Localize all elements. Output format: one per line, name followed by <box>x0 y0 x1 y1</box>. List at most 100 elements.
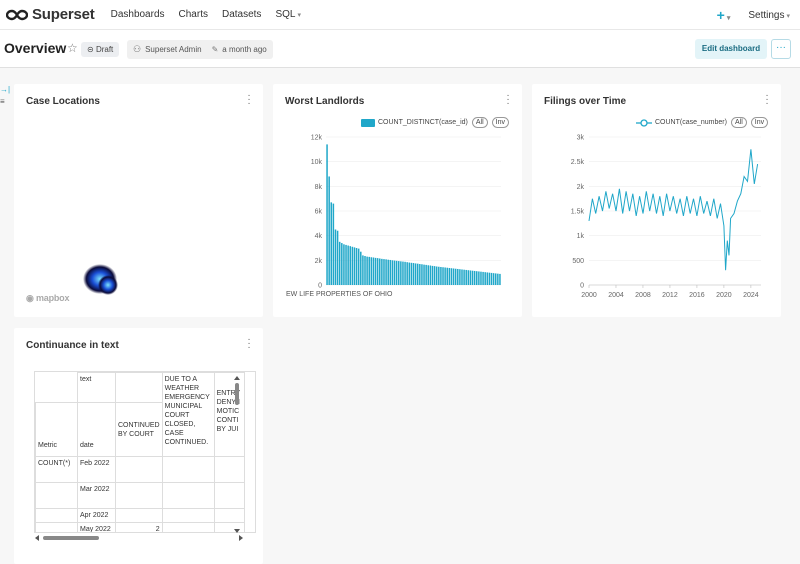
table-header-cell <box>115 372 163 403</box>
series-line <box>588 149 759 271</box>
map-heat-blob[interactable] <box>80 261 122 299</box>
x-tick-label: 2012 <box>662 292 678 299</box>
settings-menu[interactable]: Settings ▾ <box>748 10 790 21</box>
kebab-menu-icon[interactable]: · · · <box>247 334 251 353</box>
bar <box>454 268 457 285</box>
chevron-down-icon: ▾ <box>726 15 731 22</box>
bar <box>343 244 345 285</box>
y-tick-label: 1.5k <box>571 209 585 216</box>
edit-dashboard-button[interactable]: Edit dashboard <box>695 39 767 59</box>
bar <box>326 144 328 285</box>
draft-icon: ⊝ <box>87 45 96 54</box>
bar <box>442 267 444 285</box>
bar <box>494 273 497 285</box>
bar <box>480 271 482 285</box>
bar <box>475 271 478 285</box>
kebab-menu-icon[interactable]: · · · <box>247 90 251 109</box>
bar <box>423 264 425 285</box>
bar <box>334 229 337 285</box>
y-tick-label: 500 <box>572 258 584 265</box>
nav-sql[interactable]: SQL ▾ <box>275 9 301 20</box>
bar <box>471 270 474 285</box>
nav-dashboards[interactable]: Dashboards <box>110 9 165 20</box>
y-tick-label: 4k <box>315 233 323 240</box>
bar <box>328 176 330 285</box>
top-navbar: Superset Dashboards Charts Datasets SQL ▾… <box>0 0 800 30</box>
kebab-menu-icon[interactable]: · · · <box>506 90 510 109</box>
table-row: COUNT(*) Feb 2022 <box>35 456 245 483</box>
legend-all-button[interactable]: All <box>730 117 747 128</box>
table-cell <box>35 482 78 509</box>
chart-legend[interactable]: COUNT_DISTINCT(case_id) All Inv <box>361 117 509 128</box>
bar <box>408 262 411 285</box>
legend-inv-button[interactable]: Inv <box>491 117 509 128</box>
bar <box>429 265 432 285</box>
table-header-cell: text <box>77 372 116 403</box>
table-cell: Feb 2022 <box>77 456 116 483</box>
draft-label: Draft <box>95 45 114 54</box>
table-header-cell: DUE TO A WEATHER EMERGENCY MUNICIPAL COU… <box>161 372 215 457</box>
nav-datasets[interactable]: Datasets <box>221 9 262 20</box>
y-tick-label: 0 <box>318 283 322 290</box>
nav-charts[interactable]: Charts <box>178 9 208 20</box>
chart-legend[interactable]: COUNT(case_number) All Inv <box>636 117 769 128</box>
bar <box>490 272 493 285</box>
settings-label: Settings <box>748 9 785 21</box>
more-options-button[interactable]: ··· <box>771 39 791 59</box>
kebab-menu-icon[interactable]: · · · <box>765 90 769 109</box>
y-tick-label: 2k <box>315 258 323 265</box>
bar <box>389 259 392 285</box>
bar <box>492 273 495 285</box>
table-row: Mar 2022 <box>35 482 245 509</box>
draft-badge[interactable]: ⊝ Draft <box>81 42 120 57</box>
bar <box>349 246 352 285</box>
bar <box>461 269 463 285</box>
table-row: Apr 2022 <box>35 508 245 523</box>
chevron-down-icon: ▾ <box>297 12 301 19</box>
table-cell <box>115 456 163 483</box>
bar <box>406 262 408 285</box>
modified-time: a month ago <box>222 45 267 54</box>
filter-icon[interactable]: ≡ <box>0 97 5 106</box>
horizontal-scrollbar[interactable] <box>34 534 244 542</box>
table-cell <box>115 508 163 523</box>
bar <box>336 230 339 285</box>
bar <box>366 256 368 285</box>
bar <box>459 269 461 285</box>
y-tick-label: 8k <box>315 184 323 191</box>
bar <box>351 246 354 285</box>
bar-chart: 12k 10k 8k 6k 4k 2k 0EW LIFE PROPERTIES OF OHI… <box>286 135 501 298</box>
vertical-scrollbar[interactable] <box>233 375 241 537</box>
bar <box>497 273 499 285</box>
bar <box>338 241 341 285</box>
scroll-left-arrow-icon <box>35 535 39 541</box>
scroll-right-arrow-icon <box>239 535 243 541</box>
card-title: Case Locations <box>26 96 100 107</box>
pencil-icon: ✎ <box>211 45 219 54</box>
brand-logo[interactable]: Superset <box>6 6 95 23</box>
user-icon: ⚇ <box>133 44 142 54</box>
mapbox-logo[interactable]: ◉ mapbox <box>26 293 69 304</box>
favorite-star-icon[interactable]: ☆ <box>67 41 78 55</box>
chevron-down-icon: ▾ <box>786 12 790 20</box>
bar <box>376 258 379 285</box>
x-tick-label: 2004 <box>608 292 624 299</box>
legend-inv-button[interactable]: Inv <box>750 117 769 128</box>
bar <box>444 267 446 285</box>
table-row: May 2022 2 <box>35 522 245 532</box>
line-chart: 3k 2.5k 2k 1.5k 1k 500 0 2000 2004 2008 2012 2016 20… <box>571 135 761 299</box>
dashboard-title[interactable]: Overview <box>4 40 67 56</box>
bar <box>469 270 472 285</box>
expand-panel-icon[interactable]: →| <box>0 85 11 94</box>
pivot-table[interactable]: text DUE TO A WEATHER EMERGENCY MUNICIPA… <box>34 371 256 533</box>
bar <box>355 248 358 285</box>
bar <box>463 269 465 285</box>
bar <box>385 259 387 285</box>
table-cell <box>35 522 78 532</box>
table-cell <box>161 456 215 483</box>
table-cell <box>213 482 245 509</box>
legend-all-button[interactable]: All <box>471 117 488 128</box>
bar <box>368 256 370 285</box>
table-cell: Mar 2022 <box>77 482 116 509</box>
new-menu-button[interactable]: + ▾ <box>717 7 731 23</box>
